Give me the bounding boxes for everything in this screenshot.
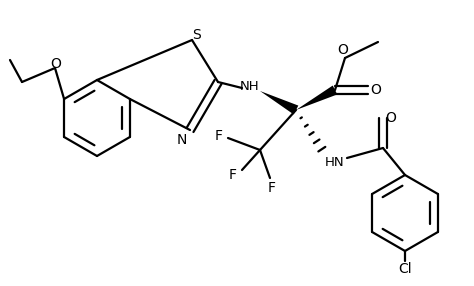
Text: F: F [229, 168, 237, 182]
Text: Cl: Cl [398, 262, 412, 276]
Text: HN: HN [325, 156, 345, 168]
Polygon shape [260, 91, 298, 114]
Text: O: O [385, 111, 396, 125]
Text: F: F [215, 129, 223, 143]
Text: O: O [51, 57, 62, 71]
Text: O: O [337, 43, 348, 57]
Text: NH: NH [240, 80, 260, 92]
Text: O: O [371, 83, 382, 97]
Text: S: S [192, 28, 201, 42]
Text: F: F [268, 181, 276, 195]
Text: N: N [177, 133, 187, 147]
Polygon shape [296, 86, 337, 110]
